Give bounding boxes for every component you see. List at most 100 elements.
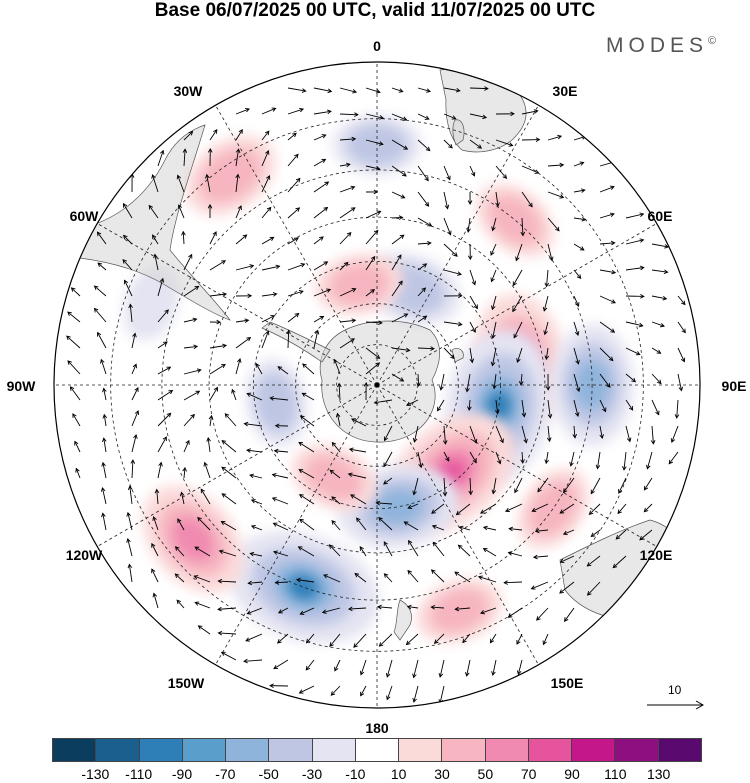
wind-arrow [179,491,185,505]
wind-arrow [480,607,497,615]
wind-arrow [467,243,473,261]
wind-arrow [235,107,250,115]
wind-arrow [249,551,263,557]
colorbar-tick-label: 10 [390,766,407,782]
wind-arrow [430,569,445,583]
colorbar-tick-label: 70 [520,766,537,782]
wind-arrow [378,517,393,531]
wind-arrow [520,217,526,237]
wind-arrow [255,362,263,375]
wind-arrow [431,524,445,531]
wind-arrow [516,659,523,676]
wind-arrow [348,447,367,453]
wind-arrow [651,347,662,354]
wind-arrow [590,477,601,495]
wind-arrow [131,410,140,427]
anomaly-blob [416,578,503,643]
wind-arrow [407,503,419,509]
wind-arrow [331,496,341,505]
wind-arrow [287,237,299,245]
colorbar-swatch [269,739,313,761]
wind-arrow [469,451,477,464]
wind-arrow [274,580,289,585]
wind-arrow [457,544,471,557]
wind-arrow [573,373,581,393]
wind-arrow [559,555,575,563]
wind-arrow [625,294,645,299]
colorbar-tick-label: -130 [81,766,110,782]
wind-arrow [100,358,107,375]
wind-arrow [508,526,523,532]
colorbar-tick-label: -50 [258,766,279,782]
map-border [53,61,701,709]
wind-arrow [677,347,686,363]
wind-arrow [643,477,653,491]
wind-arrow [67,311,81,323]
wind-arrow [514,477,523,494]
wind-arrow [383,541,393,557]
wind-arrow [625,321,644,328]
wind-arrow [287,107,305,115]
wind-arrow [573,216,587,222]
wind-arrow [235,293,253,299]
wind-arrow [407,569,419,583]
wind-arrow [443,87,461,93]
madagascar [452,119,465,146]
wind-arrow [235,148,241,167]
wind-arrow [513,321,523,339]
wind-arrow [651,269,669,275]
wind-arrow [245,633,263,642]
wind-arrow [277,607,289,614]
anomaly-field [123,114,634,644]
wind-arrow [573,161,585,167]
wind-arrow [469,321,476,333]
colorbar-swatch [312,739,356,761]
wind-arrow [96,231,107,245]
wind-arrow [543,321,549,336]
label-lon-180: 180 [365,720,389,736]
wind-arrow [183,390,201,401]
wind-arrow [563,477,575,494]
south-america [69,124,231,321]
wind-arrow [599,425,604,440]
wind-arrow [217,630,237,636]
wind-arrow [102,437,107,453]
wind-arrow [235,205,242,219]
wind-arrow [492,373,497,390]
wind-arrow [365,255,376,271]
wind-arrow [130,459,136,479]
wind-arrow [391,87,404,93]
wind-arrow [386,685,393,701]
wind-arrow [599,321,616,333]
wind-arrow [331,520,341,531]
wind-arrow [157,309,169,323]
wind-arrow [93,285,107,297]
wind-arrow [573,399,580,417]
wind-arrow [391,234,405,245]
wind-arrow [625,425,632,443]
wind-arrow [516,633,523,645]
wind-arrow [417,287,427,297]
wind-arrow [651,399,660,416]
wind-arrow [625,373,637,383]
wind-arrow [350,494,367,505]
wind-arrow [271,497,289,505]
wind-arrow [157,366,172,375]
colorbar-tick-label: 50 [477,766,494,782]
wind-arrow [443,165,451,181]
wind-arrow [547,217,560,232]
wind-arrow [599,212,615,219]
reference-arrow-icon [647,700,705,710]
wind-arrow [391,139,409,150]
wind-arrow [269,683,289,689]
wind-arrow [521,191,533,208]
wind-arrow [443,191,450,210]
wind-arrow [391,254,402,271]
wind-arrow [674,399,680,419]
wind-arrow [521,109,539,115]
latitude-circle [336,344,418,426]
wind-arrow [330,685,341,696]
label-lon-60e: 60E [648,208,673,224]
wind-vectors [66,86,686,705]
wind-arrow [287,153,299,167]
